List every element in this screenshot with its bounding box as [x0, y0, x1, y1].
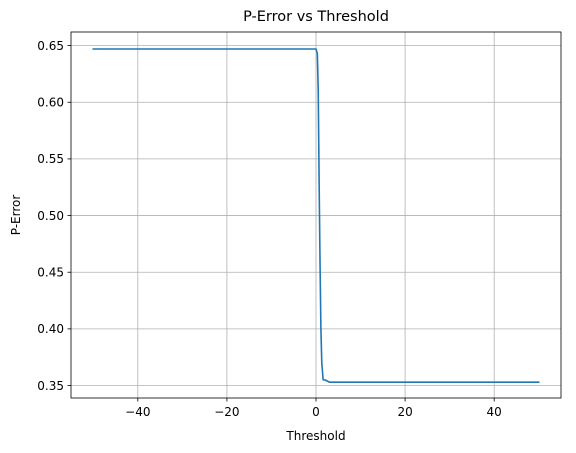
y-tick-label: 0.55: [37, 152, 64, 166]
x-tick-label: 20: [397, 405, 412, 419]
series-layer: [92, 48, 540, 383]
x-axis-label: Threshold: [285, 429, 345, 443]
x-tick-label: −40: [125, 405, 150, 419]
x-tick-label: 0: [312, 405, 320, 419]
y-axis-label: P-Error: [9, 195, 23, 236]
y-tick-label: 0.40: [37, 322, 64, 336]
grid: [71, 32, 561, 398]
y-tick-label: 0.35: [37, 379, 64, 393]
x-tick-label: −20: [214, 405, 239, 419]
y-tick-label: 0.45: [37, 266, 64, 280]
chart-title: P-Error vs Threshold: [243, 9, 389, 25]
series-line: [92, 48, 540, 383]
ticks-layer: −40 −20 0 20 40 0.35 0.40 0.45 0.50 0.55 0.60 0.65: [37, 39, 502, 419]
y-tick-label: 0.60: [37, 96, 64, 110]
y-tick-label: 0.65: [37, 39, 64, 53]
y-tick-label: 0.50: [37, 209, 64, 223]
x-tick-label: 40: [487, 405, 502, 419]
